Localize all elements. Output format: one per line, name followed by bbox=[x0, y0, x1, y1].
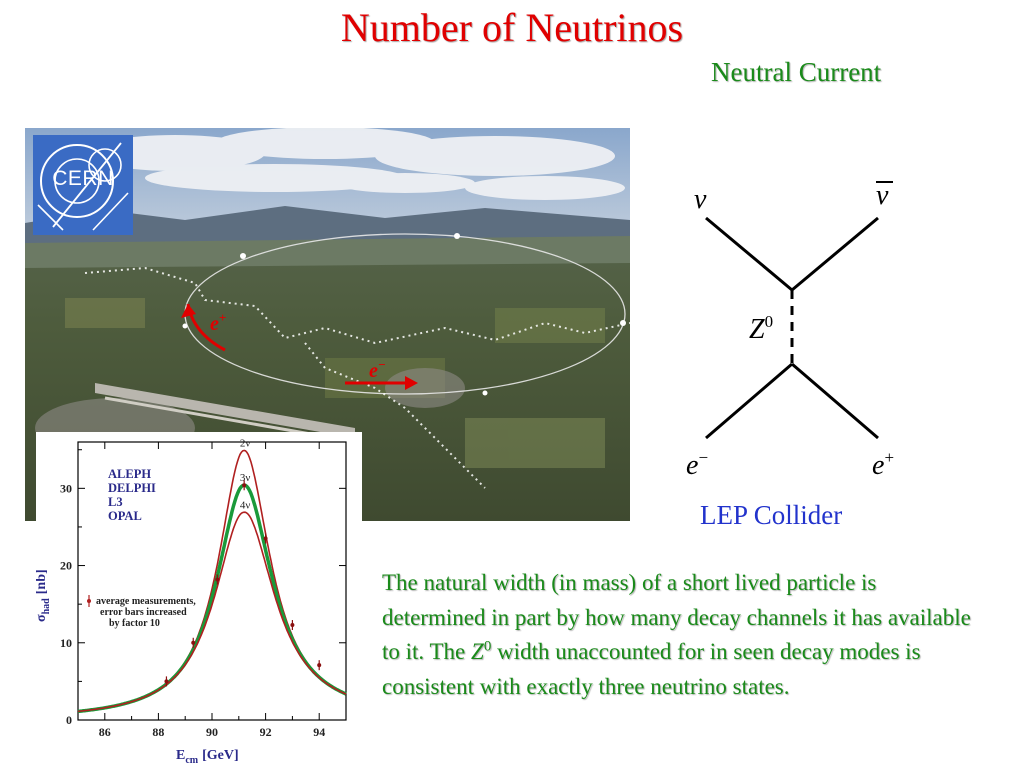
z-label: Z bbox=[749, 314, 765, 345]
measurement-point bbox=[290, 623, 295, 628]
positron-line bbox=[791, 362, 879, 440]
svg-text:e+: e+ bbox=[872, 448, 894, 481]
legend-note: average measurements, bbox=[96, 596, 196, 607]
experiment-label: ALEPH bbox=[108, 467, 151, 481]
legend-note: error bars increased bbox=[100, 607, 187, 618]
svg-text:σhad[nb]: σhad [nb] bbox=[36, 569, 52, 622]
lep-aerial-photo: e+ e− bbox=[25, 128, 630, 521]
curve-label: 4ν bbox=[240, 499, 251, 511]
antineutrino-line bbox=[791, 216, 879, 292]
legend-note: by factor 10 bbox=[109, 618, 160, 629]
slide-title: Number of Neutrinos bbox=[340, 5, 684, 50]
electron-sup: − bbox=[378, 357, 386, 372]
svg-text:e−: e− bbox=[369, 357, 386, 382]
x-tick-label: 86 bbox=[99, 725, 111, 739]
e-plus-label: e bbox=[872, 450, 884, 481]
e-minus-label: e bbox=[686, 450, 698, 481]
x-tick-label: 88 bbox=[152, 725, 164, 739]
curve-label: 3ν bbox=[240, 472, 251, 484]
measurement-point bbox=[164, 679, 169, 684]
positron-sup: + bbox=[219, 310, 226, 325]
chart-curves: 2ν 3ν 4ν bbox=[77, 437, 347, 714]
y-axis-label-sub: had bbox=[41, 598, 52, 615]
explanation-part-1: The natural width (in mass) of a short l… bbox=[382, 570, 971, 664]
cern-logo-text: CERN bbox=[52, 167, 114, 190]
y-tick-label: 20 bbox=[60, 559, 72, 573]
experiment-label: L3 bbox=[108, 495, 123, 509]
svg-text:e+: e+ bbox=[210, 310, 226, 335]
measurement-point bbox=[215, 577, 220, 582]
y-axis-unit: [nb] bbox=[36, 569, 49, 594]
measurement-point bbox=[242, 483, 247, 488]
explanation-text: The natural width (in mass) of a short l… bbox=[382, 566, 982, 704]
measurement-point bbox=[317, 663, 322, 668]
neutrino-line bbox=[705, 216, 793, 292]
positron-label: e bbox=[210, 313, 219, 335]
y-tick-label: 0 bbox=[66, 713, 72, 727]
e-plus-sup: + bbox=[884, 448, 894, 467]
slide-subtitle: Neutral Current bbox=[711, 57, 882, 87]
z-lineshape-chart: 2ν 3ν 4ν 86 88 90 92 94 0 10 20 30 ALEPH DELPHI L3… bbox=[36, 432, 362, 768]
electron-label: e bbox=[369, 360, 378, 382]
x-axis-label-sub: cm bbox=[185, 755, 198, 766]
chart-ticks: 86 88 90 92 94 0 10 20 30 bbox=[60, 442, 347, 739]
chart-measurements bbox=[164, 480, 322, 687]
nubar-label: ν bbox=[876, 180, 889, 211]
electron-line bbox=[705, 362, 793, 440]
x-tick-label: 94 bbox=[313, 725, 325, 739]
measurement-point bbox=[191, 640, 196, 645]
svg-text:average measurements, er: average measurements, error bars increas… bbox=[96, 596, 198, 629]
explanation-z-sup: 0 bbox=[483, 638, 492, 655]
lep-collider-caption: LEP Collider bbox=[700, 500, 843, 530]
lineshape-curve bbox=[77, 511, 347, 713]
y-axis-label: σ bbox=[36, 614, 49, 622]
explanation-z: Z bbox=[471, 639, 484, 664]
nu-label: ν bbox=[694, 184, 707, 215]
svg-text:ALEPH DELPHI L3: ALEPH DELPHI L3 OPAL bbox=[108, 467, 159, 523]
curve-label: 2ν bbox=[240, 437, 251, 449]
svg-text:Ecm[GeV]: Ecm [GeV] bbox=[176, 748, 239, 766]
experiment-label: OPAL bbox=[108, 509, 142, 523]
x-tick-label: 92 bbox=[260, 725, 272, 739]
e-minus-sup: − bbox=[698, 448, 708, 467]
experiment-label: DELPHI bbox=[108, 481, 156, 495]
z-label-sup: 0 bbox=[765, 312, 774, 331]
legend-marker bbox=[87, 595, 91, 607]
feynman-diagram: ν ν Z0 e− e+ bbox=[680, 160, 940, 490]
cern-logo: CERN bbox=[33, 135, 133, 235]
positron-beam-arrow bbox=[181, 303, 226, 352]
electron-beam-arrow bbox=[345, 376, 418, 390]
x-axis-unit: [GeV] bbox=[202, 748, 239, 763]
explanation-part-2: width unaccounted for in seen decay mode… bbox=[382, 639, 921, 699]
measurement-point bbox=[263, 536, 268, 541]
y-tick-label: 30 bbox=[60, 481, 72, 495]
y-tick-label: 10 bbox=[60, 636, 72, 650]
x-tick-label: 90 bbox=[206, 725, 218, 739]
svg-text:e−: e− bbox=[686, 448, 708, 481]
svg-text:Z0: Z0 bbox=[749, 312, 773, 345]
x-axis-label: E bbox=[176, 748, 185, 763]
